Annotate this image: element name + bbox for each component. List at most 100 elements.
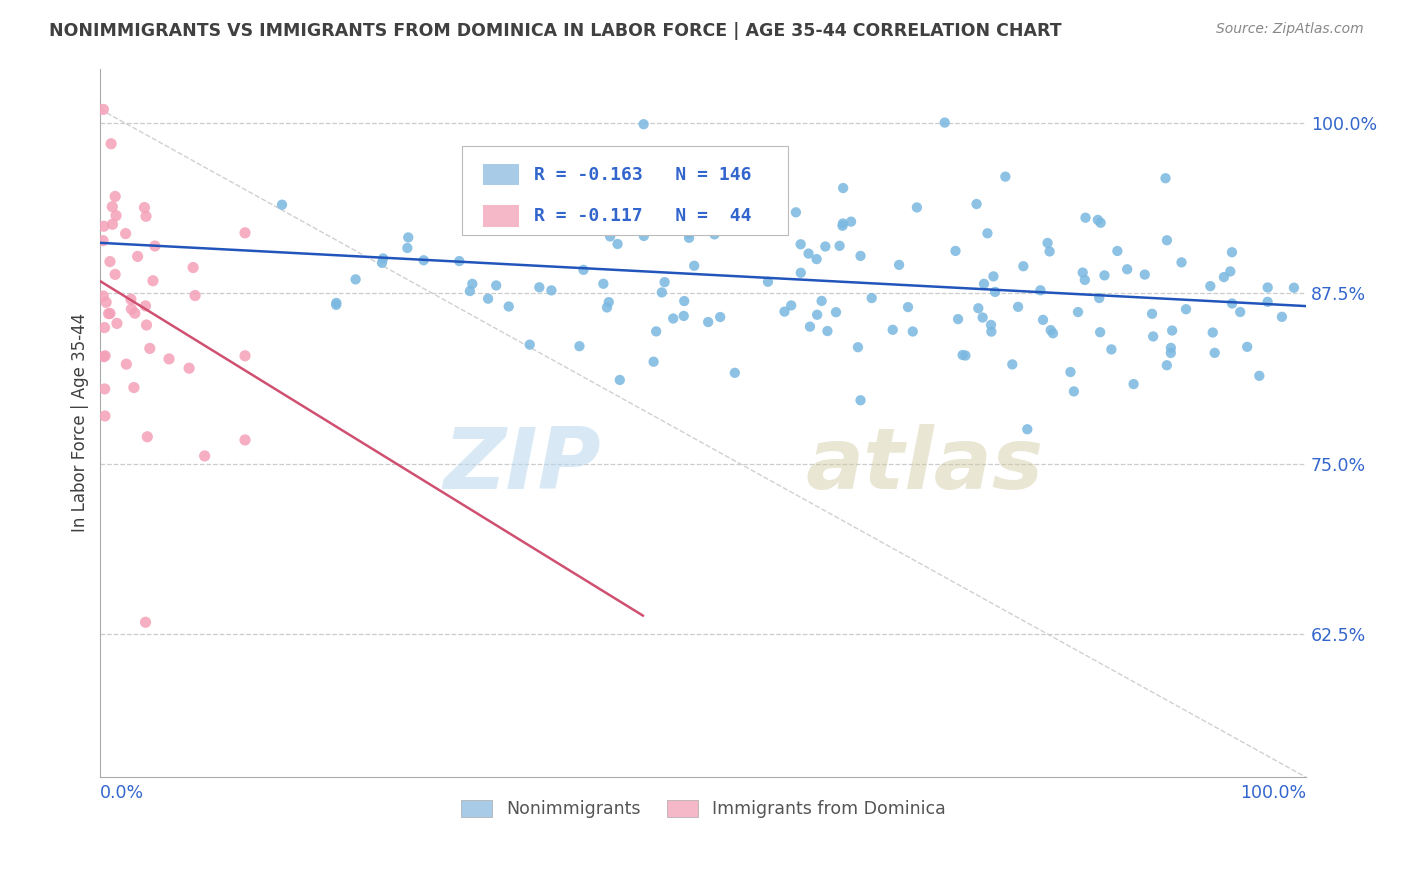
Text: R = -0.163   N = 146: R = -0.163 N = 146 xyxy=(534,166,752,184)
Point xyxy=(1042,326,1064,341)
Point xyxy=(980,318,1002,332)
Point xyxy=(609,373,631,387)
Point xyxy=(1236,340,1258,354)
Point xyxy=(91,234,114,248)
Point xyxy=(271,198,294,212)
Point xyxy=(1032,313,1054,327)
Point xyxy=(1154,171,1177,186)
Point xyxy=(181,260,204,275)
Point xyxy=(596,301,619,315)
Point xyxy=(1067,305,1090,319)
Point xyxy=(1199,279,1222,293)
Point xyxy=(882,323,904,337)
Point xyxy=(672,309,695,323)
Point xyxy=(1090,216,1112,230)
Point xyxy=(839,214,862,228)
Point xyxy=(458,220,481,235)
Point xyxy=(799,319,821,334)
Point xyxy=(1007,300,1029,314)
Point xyxy=(136,430,159,444)
Point xyxy=(519,164,541,178)
Point xyxy=(1156,233,1178,247)
Point xyxy=(773,191,796,205)
Point xyxy=(810,293,832,308)
Point xyxy=(91,289,114,303)
Point xyxy=(706,202,728,217)
Point xyxy=(785,205,807,219)
Point xyxy=(94,349,117,363)
Point xyxy=(396,230,419,244)
Point xyxy=(184,288,207,302)
Point xyxy=(806,308,828,322)
Point xyxy=(1213,270,1236,285)
Point xyxy=(575,211,598,225)
Point xyxy=(704,211,727,225)
Point xyxy=(984,285,1007,299)
Point xyxy=(1160,346,1182,360)
Point xyxy=(233,433,256,447)
Point xyxy=(673,294,696,309)
Text: atlas: atlas xyxy=(806,424,1043,507)
Point xyxy=(194,449,217,463)
Point xyxy=(96,295,118,310)
Point xyxy=(860,291,883,305)
Point xyxy=(1099,343,1122,357)
Point xyxy=(1074,211,1097,225)
Point xyxy=(122,380,145,394)
Point xyxy=(1161,324,1184,338)
Point xyxy=(498,300,520,314)
Point xyxy=(1039,244,1062,259)
Point xyxy=(1175,302,1198,317)
Point xyxy=(1071,266,1094,280)
Point xyxy=(966,197,988,211)
Point xyxy=(756,275,779,289)
Point xyxy=(127,249,149,263)
Point xyxy=(633,229,655,244)
Point xyxy=(654,275,676,289)
Point xyxy=(967,301,990,316)
Point xyxy=(233,226,256,240)
Point xyxy=(1029,283,1052,297)
Point xyxy=(1039,323,1062,337)
Point xyxy=(1282,281,1305,295)
Point xyxy=(651,285,673,300)
Point xyxy=(1220,296,1243,310)
Point xyxy=(1063,384,1085,399)
Point xyxy=(104,189,127,203)
Point xyxy=(897,300,920,314)
Point xyxy=(994,169,1017,184)
Point xyxy=(1133,268,1156,282)
Point xyxy=(1116,262,1139,277)
FancyBboxPatch shape xyxy=(463,146,787,235)
Point xyxy=(572,263,595,277)
Legend: Nonimmigrants, Immigrants from Dominica: Nonimmigrants, Immigrants from Dominica xyxy=(454,793,952,825)
Point xyxy=(946,312,969,326)
Point xyxy=(633,117,655,131)
Point xyxy=(97,307,120,321)
Point xyxy=(789,237,811,252)
Point xyxy=(1204,346,1226,360)
Point xyxy=(461,277,484,291)
Point xyxy=(114,227,136,241)
Point xyxy=(773,304,796,318)
Point xyxy=(1036,235,1059,250)
Point xyxy=(540,284,562,298)
Point xyxy=(142,274,165,288)
Point xyxy=(1142,329,1164,343)
Point xyxy=(485,278,508,293)
Point xyxy=(976,227,998,241)
Point xyxy=(529,280,551,294)
Point xyxy=(955,349,977,363)
Point xyxy=(120,301,142,316)
Point xyxy=(1220,245,1243,260)
Point xyxy=(831,219,853,233)
Point xyxy=(814,239,837,253)
Point xyxy=(742,152,765,166)
Point xyxy=(1249,368,1271,383)
Point xyxy=(832,181,855,195)
Point xyxy=(945,244,967,258)
Text: NONIMMIGRANTS VS IMMIGRANTS FROM DOMINICA IN LABOR FORCE | AGE 35-44 CORRELATION: NONIMMIGRANTS VS IMMIGRANTS FROM DOMINIC… xyxy=(49,22,1062,40)
Point xyxy=(586,199,609,213)
Point xyxy=(139,342,162,356)
Point xyxy=(846,340,869,354)
